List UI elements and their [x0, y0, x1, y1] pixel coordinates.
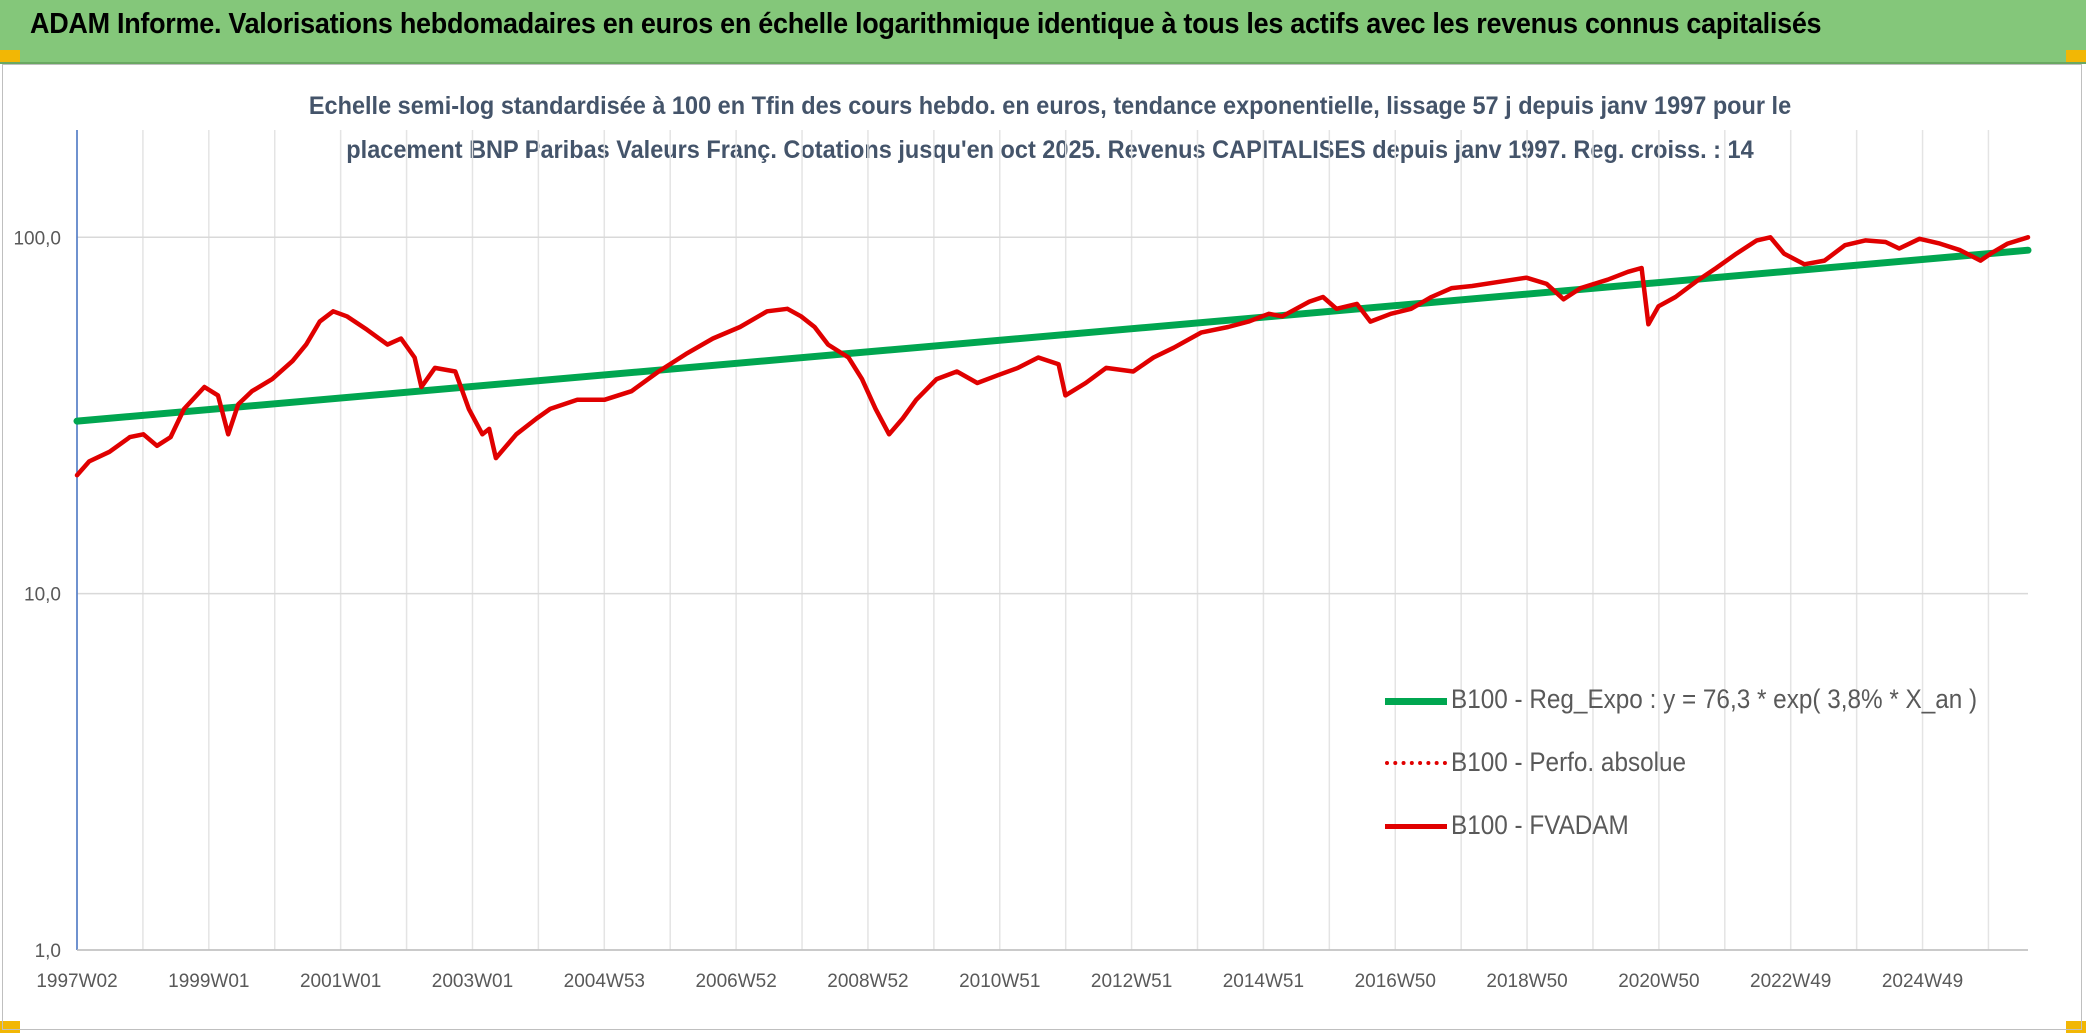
x-tick-label: 2001W01	[300, 971, 381, 992]
x-tick-label: 2024W49	[1882, 971, 1963, 992]
page-title: ADAM Informe. Valorisations hebdomadaire…	[30, 8, 1822, 40]
y-tick-label: 100,0	[13, 228, 61, 249]
series-line-2	[74, 235, 2031, 478]
y-tick-label: 10,0	[24, 585, 61, 606]
x-tick-label: 2016W50	[1355, 971, 1436, 992]
x-tick-label: 2012W51	[1091, 971, 1172, 992]
chart-frame	[2, 64, 2082, 1030]
chart-subtitle-line-2: placement BNP Paribas Valeurs Franç. Cot…	[346, 136, 1754, 164]
series-lines	[73, 235, 2032, 478]
tick-labels: 1,0 10,0 100,0 1997W02 1999W01 2001W01 2003W01…	[13, 228, 1963, 992]
corner-marker-top-right	[2066, 50, 2086, 62]
legend-label: B100 - Perfo. absolue	[1451, 747, 1687, 777]
corner-marker-bottom-left	[0, 1021, 20, 1033]
title-banner: ADAM Informe. Valorisations hebdomadaire…	[0, 0, 2086, 64]
x-tick-label: 1999W01	[168, 971, 249, 992]
legend-swatch	[1385, 698, 1447, 705]
axes	[76, 130, 2028, 951]
legend-label: B100 - FVADAM	[1451, 810, 1629, 840]
legend-label: B100 - Reg_Expo : y = 76,3 * exp( 3,8% *…	[1451, 684, 1978, 714]
series-line-0	[73, 246, 2032, 425]
chart-subtitle-line-1: Echelle semi-log standardisée à 100 en T…	[308, 92, 1792, 120]
x-tick-label: 2018W50	[1486, 971, 1567, 992]
x-tick-label: 2022W49	[1750, 971, 1831, 992]
corner-marker-top-left	[0, 50, 20, 62]
x-tick-label: 2003W01	[432, 971, 513, 992]
x-tick-label: 1997W02	[36, 971, 117, 992]
legend-swatch	[1385, 761, 1447, 765]
x-tick-label: 2014W51	[1223, 971, 1304, 992]
x-tick-label: 2004W53	[564, 971, 645, 992]
y-tick-label: 1,0	[35, 941, 61, 962]
x-tick-label: 2008W52	[827, 971, 908, 992]
legend-swatch	[1385, 824, 1447, 829]
chart-subtitle: Echelle semi-log standardisée à 100 en T…	[270, 84, 1830, 172]
x-tick-label: 2010W51	[959, 971, 1040, 992]
x-tick-label: 2020W50	[1618, 971, 1699, 992]
x-tick-label: 2006W52	[695, 971, 776, 992]
